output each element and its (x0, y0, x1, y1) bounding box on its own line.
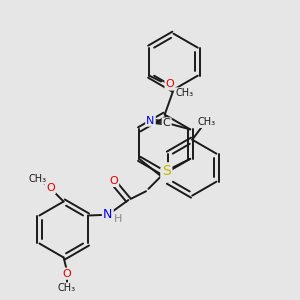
Text: N: N (161, 169, 171, 182)
Text: H: H (114, 214, 122, 224)
Text: S: S (162, 164, 171, 178)
Text: N: N (103, 208, 112, 221)
Text: O: O (166, 80, 174, 89)
Text: O: O (46, 183, 55, 193)
Text: CH₃: CH₃ (198, 117, 216, 127)
Text: O: O (62, 269, 71, 279)
Text: CH₃: CH₃ (58, 284, 76, 293)
Text: O: O (109, 176, 118, 186)
Text: C: C (163, 118, 170, 128)
Text: CH₃: CH₃ (176, 88, 194, 98)
Text: N: N (146, 116, 155, 126)
Text: CH₃: CH₃ (28, 174, 47, 184)
